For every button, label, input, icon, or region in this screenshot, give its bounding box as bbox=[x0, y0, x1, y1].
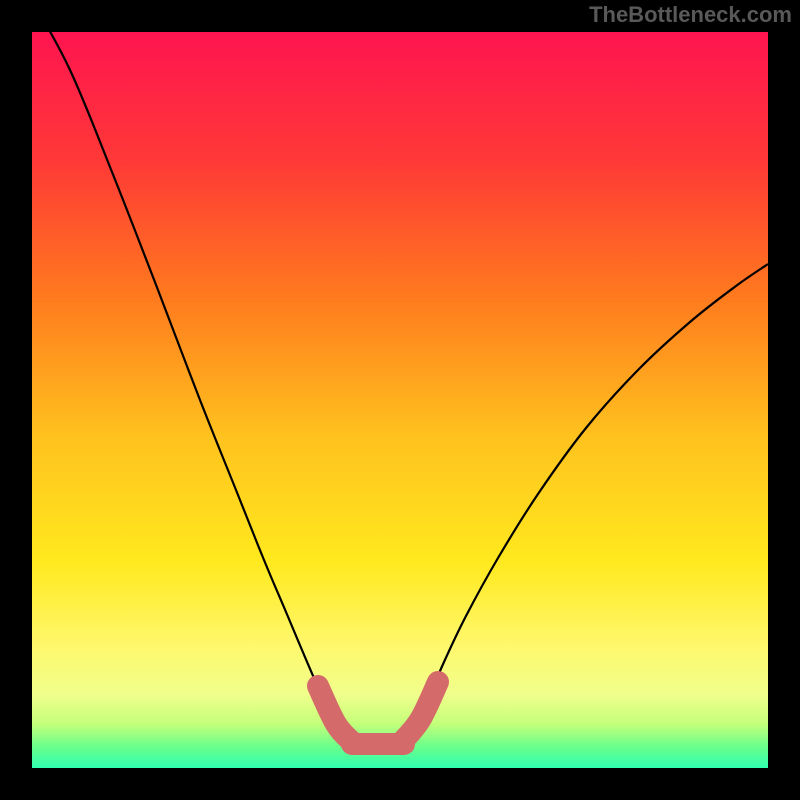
bottleneck-curve bbox=[0, 0, 800, 800]
valley-highlight bbox=[318, 686, 352, 742]
watermark-text: TheBottleneck.com bbox=[589, 2, 792, 28]
valley-highlight bbox=[400, 682, 438, 744]
curve-segment bbox=[430, 264, 768, 695]
curve-segment bbox=[32, 0, 322, 695]
chart-container: TheBottleneck.com bbox=[0, 0, 800, 800]
